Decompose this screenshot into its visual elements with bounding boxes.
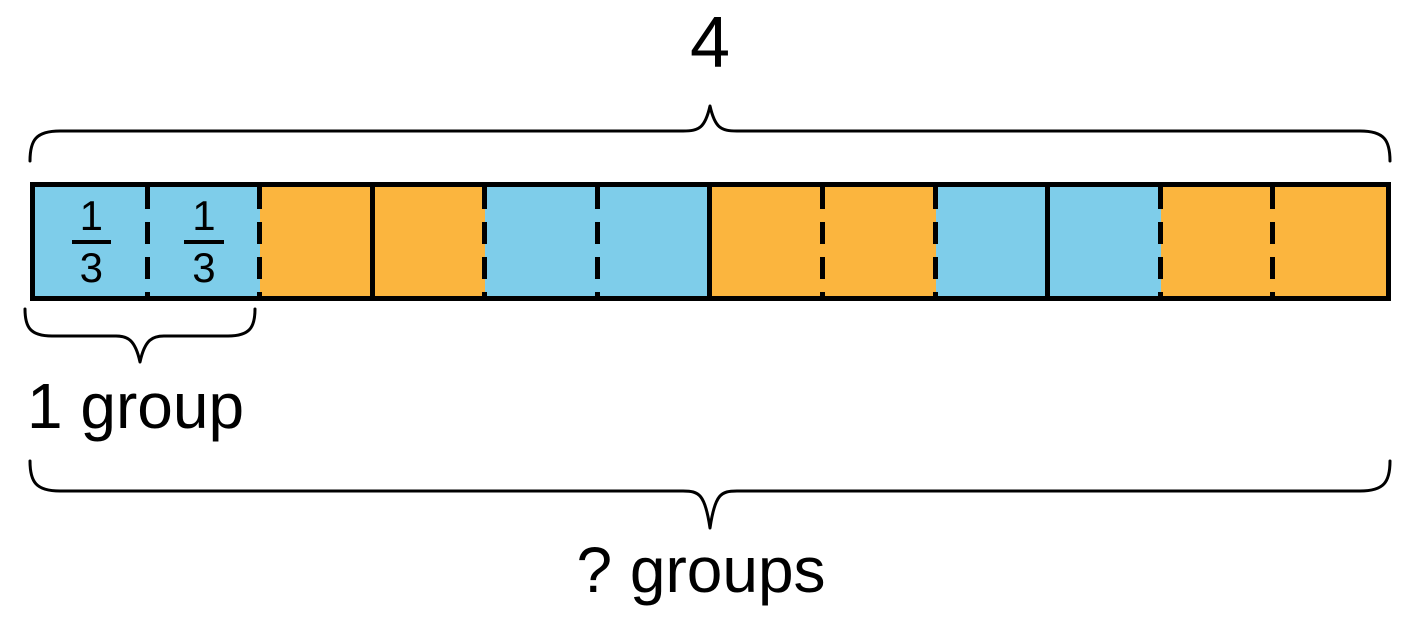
- bar-cell-8: [820, 187, 936, 296]
- third-divider: [144, 187, 150, 296]
- third-divider: [482, 187, 488, 296]
- top-brace: [28, 104, 1392, 163]
- fraction-denominator: 3: [79, 243, 103, 291]
- bar-cell-5: [482, 187, 598, 296]
- group-label: 1 group: [27, 370, 245, 442]
- bottom-brace: [28, 459, 1392, 530]
- whole-divider: [1045, 187, 1051, 296]
- question-label: ? groups: [576, 534, 826, 606]
- fraction-denominator: 3: [192, 243, 216, 291]
- bar-cell-9: [932, 187, 1049, 296]
- third-divider: [932, 187, 938, 296]
- bar-cell-7: [707, 187, 824, 296]
- bar-cell-4: [369, 187, 486, 296]
- bar-cell-11: [1157, 187, 1274, 296]
- fraction-numerator: 1: [71, 194, 111, 244]
- third-divider: [820, 187, 826, 296]
- group-brace: [23, 307, 257, 364]
- whole-divider: [707, 187, 713, 296]
- third-divider: [594, 187, 600, 296]
- fraction-numerator: 1: [184, 194, 224, 244]
- third-divider: [257, 187, 263, 296]
- third-divider: [1270, 187, 1276, 296]
- bar-cell-10: [1045, 187, 1161, 296]
- bar-cell-3: [257, 187, 373, 296]
- bar-cell-6: [594, 187, 711, 296]
- third-divider: [1157, 187, 1163, 296]
- total-label: 4: [689, 3, 731, 83]
- bar-cell-12: [1270, 187, 1386, 296]
- whole-divider: [369, 187, 375, 296]
